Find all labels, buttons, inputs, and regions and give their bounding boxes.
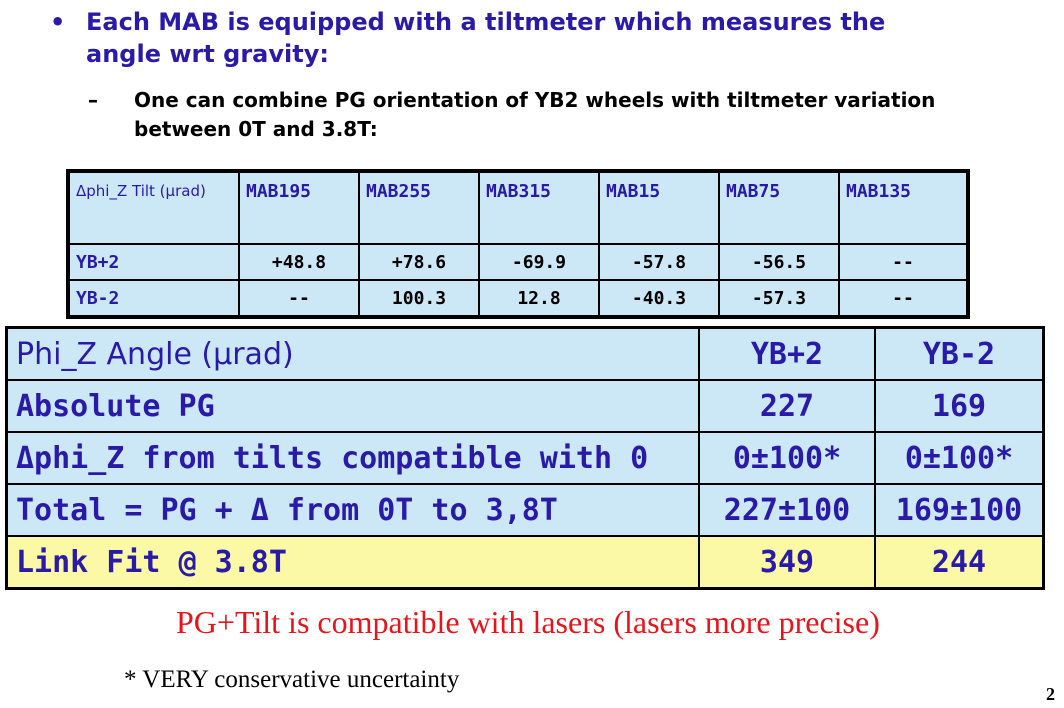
sub-bullet-marker: –: [88, 88, 98, 112]
summary-col-header-yb-minus2: YB-2: [874, 326, 1045, 381]
summary-cell: 169: [874, 379, 1045, 433]
tilt-cell: -57.8: [598, 243, 720, 281]
summary-header-label: Phi_Z Angle (μrad): [5, 326, 700, 381]
summary-header-row: Phi_Z Angle (μrad) YB+2 YB-2: [5, 326, 1045, 381]
tilt-col-header: MAB75: [718, 170, 840, 245]
footnote-text: * VERY conservative uncertainty: [124, 666, 460, 693]
tilt-cell: --: [238, 279, 360, 318]
tilt-table-header: Δphi_Z Tilt (μrad) MAB195 MAB255 MAB315 …: [67, 170, 969, 245]
summary-row-label: Δphi_Z from tilts compatible with 0: [5, 431, 700, 485]
tilt-cell: +78.6: [358, 243, 480, 281]
tilt-table-row: YB+2 +48.8 +78.6 -69.9 -57.8 -56.5 --: [67, 243, 969, 281]
tilt-table-row: YB-2 -- 100.3 12.8 -40.3 -57.3 --: [67, 279, 969, 318]
summary-cell: 0±100*: [874, 431, 1045, 485]
summary-cell: 244: [874, 535, 1045, 590]
tilt-cell: +48.8: [238, 243, 360, 281]
tilt-col-header: MAB135: [838, 170, 969, 245]
tilt-col-header: MAB15: [598, 170, 720, 245]
tilt-col-header: MAB255: [358, 170, 480, 245]
tilt-cell: 12.8: [478, 279, 600, 318]
tilt-cell: -40.3: [598, 279, 720, 318]
tilt-row-label: YB+2: [67, 243, 240, 281]
bullet-text: Each MAB is equipped with a tiltmeter wh…: [86, 8, 886, 68]
summary-cell: 0±100*: [698, 431, 876, 485]
tilt-cell: --: [838, 243, 969, 281]
summary-cell: 349: [698, 535, 876, 590]
summary-cell: 227±100: [698, 483, 876, 537]
angle-summary-table: Phi_Z Angle (μrad) YB+2 YB-2 Absolute PG…: [5, 326, 1045, 590]
sub-bullet-text: One can combine PG orientation of YB2 wh…: [134, 88, 936, 141]
summary-row-label: Link Fit @ 3.8T: [5, 535, 700, 590]
page-number: 2: [1046, 684, 1055, 704]
conclusion-text: PG+Tilt is compatible with lasers (laser…: [176, 604, 880, 640]
summary-row: Δphi_Z from tilts compatible with 0 0±10…: [5, 431, 1045, 485]
tilt-cell: --: [838, 279, 969, 318]
tilt-row-label: YB-2: [67, 279, 240, 318]
tilt-col-header: MAB315: [478, 170, 600, 245]
summary-row-link-fit: Link Fit @ 3.8T 349 244: [5, 535, 1045, 590]
tilt-table: Δphi_Z Tilt (μrad) MAB195 MAB255 MAB315 …: [66, 169, 970, 319]
bullet-marker: •: [50, 8, 66, 36]
tilt-table-corner: Δphi_Z Tilt (μrad): [67, 170, 240, 245]
summary-row-label: Absolute PG: [5, 379, 700, 433]
summary-cell: 227: [698, 379, 876, 433]
summary-cell: 169±100: [874, 483, 1045, 537]
tilt-cell: -57.3: [718, 279, 840, 318]
summary-row: Absolute PG 227 169: [5, 379, 1045, 433]
tilt-cell: -69.9: [478, 243, 600, 281]
summary-row: Total = PG + Δ from 0T to 3,8T 227±100 1…: [5, 483, 1045, 537]
tilt-col-header: MAB195: [238, 170, 360, 245]
tilt-cell: -56.5: [718, 243, 840, 281]
tilt-cell: 100.3: [358, 279, 480, 318]
summary-col-header-yb-plus2: YB+2: [698, 326, 876, 381]
summary-row-label: Total = PG + Δ from 0T to 3,8T: [5, 483, 700, 537]
